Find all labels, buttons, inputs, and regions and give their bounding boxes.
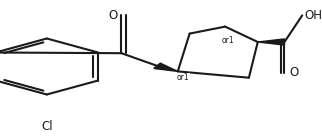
Text: O: O xyxy=(289,66,298,79)
Text: or1: or1 xyxy=(221,36,234,45)
Text: or1: or1 xyxy=(177,73,189,82)
Polygon shape xyxy=(258,39,284,45)
Text: OH: OH xyxy=(305,9,322,22)
Polygon shape xyxy=(154,63,178,71)
Text: Cl: Cl xyxy=(41,120,52,133)
Text: O: O xyxy=(108,9,117,22)
